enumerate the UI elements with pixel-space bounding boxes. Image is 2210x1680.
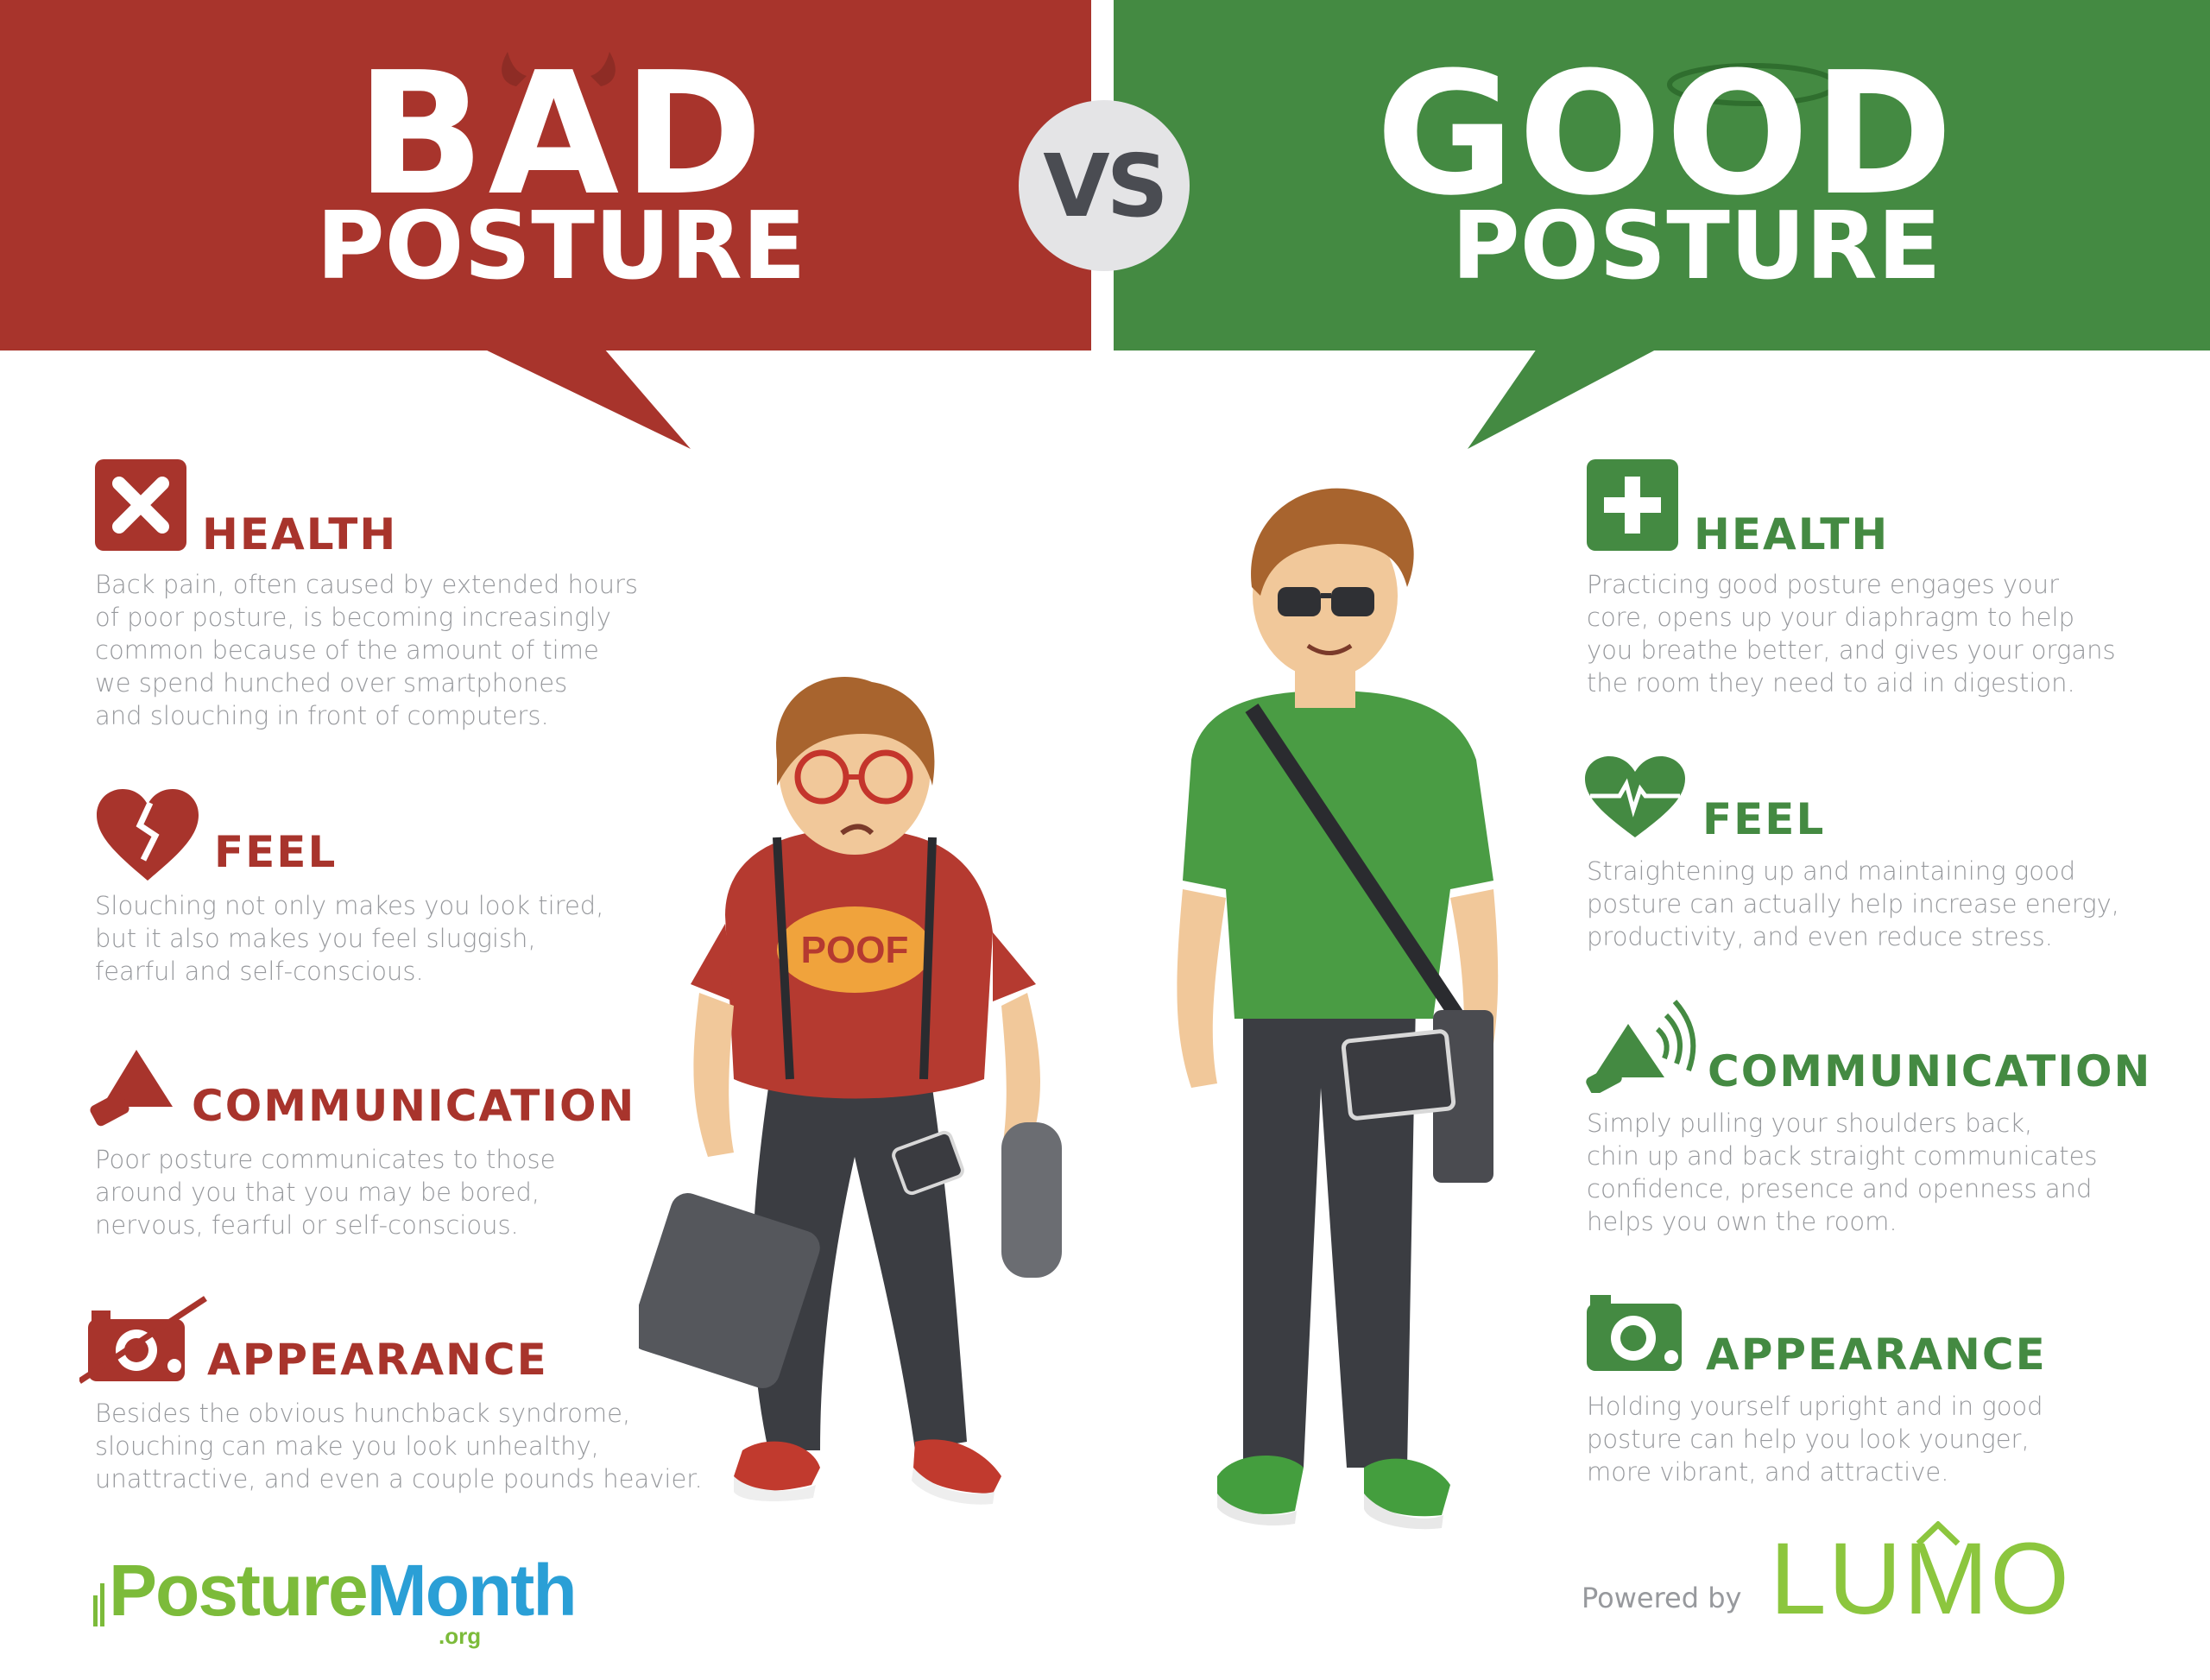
camera-crossed-icon: [79, 1296, 207, 1384]
bad-subtitle: POSTURE: [316, 193, 806, 300]
logo-month: Month: [366, 1550, 578, 1631]
logo-org: .org: [439, 1623, 482, 1649]
logo-posture: Posture: [109, 1550, 369, 1631]
plus-square-icon: [1587, 459, 1678, 551]
posture-month-bars-icon: [93, 1583, 104, 1626]
bad-banner: [0, 0, 1091, 351]
banner-tails: [483, 52, 1838, 449]
bad-appearance-body: Besides the obvious hunchback syndrome, …: [95, 1399, 703, 1494]
bad-title: BAD: [356, 36, 767, 233]
good-feel-body: Straightening up and maintaining good po…: [1587, 856, 2120, 951]
megaphone-loud-icon: [1586, 1000, 1696, 1093]
shirt-graphic: POOF: [801, 929, 909, 971]
good-health-title: HEALTH: [1694, 509, 1890, 559]
bad-communication-body: Poor posture communicates to those aroun…: [95, 1145, 556, 1240]
good-bubble-tail: [1468, 349, 1658, 449]
bad-feel-title: FEEL: [214, 827, 338, 877]
lumo-logo: LUMO: [1770, 1522, 2071, 1636]
bad-posture-character: POOF: [639, 677, 1062, 1505]
x-square-icon: [95, 459, 186, 551]
good-banner: [1114, 0, 2210, 351]
posture-month-logo: PostureMonth: [109, 1554, 578, 1626]
halo-icon: [1667, 63, 1838, 106]
good-posture-character: [1177, 488, 1499, 1530]
devil-horns-icon: [502, 52, 527, 86]
megaphone-icon: [90, 1050, 173, 1127]
good-health-body: Practicing good posture engages your cor…: [1587, 570, 2116, 698]
lumo-caret-icon: [1916, 1521, 1961, 1546]
good-feel-title: FEEL: [1702, 794, 1826, 844]
good-communication-body: Simply pulling your shoulders back, chin…: [1587, 1108, 2098, 1236]
vs-label: VS: [1043, 135, 1168, 237]
bad-communication-title: COMMUNICATION: [192, 1081, 636, 1131]
camera-icon: [1587, 1295, 1682, 1371]
heartbeat-icon: [1585, 756, 1685, 837]
vs-badge: VS: [1019, 100, 1190, 271]
broken-heart-icon: [97, 789, 199, 881]
bad-feel-body: Slouching not only makes you look tired,…: [95, 891, 604, 986]
bad-bubble-tail: [483, 349, 691, 449]
bad-appearance-title: APPEARANCE: [207, 1335, 548, 1385]
powered-by-label: Powered by: [1582, 1582, 1742, 1614]
good-appearance-body: Holding yourself upright and in good pos…: [1587, 1392, 2043, 1487]
good-subtitle: POSTURE: [1451, 193, 1942, 300]
good-communication-title: COMMUNICATION: [1708, 1046, 2152, 1096]
bad-health-body: Back pain, often caused by extended hour…: [95, 570, 638, 730]
good-appearance-title: APPEARANCE: [1706, 1329, 2047, 1380]
good-title: GOOD: [1375, 36, 1957, 233]
bad-health-title: HEALTH: [202, 509, 398, 559]
